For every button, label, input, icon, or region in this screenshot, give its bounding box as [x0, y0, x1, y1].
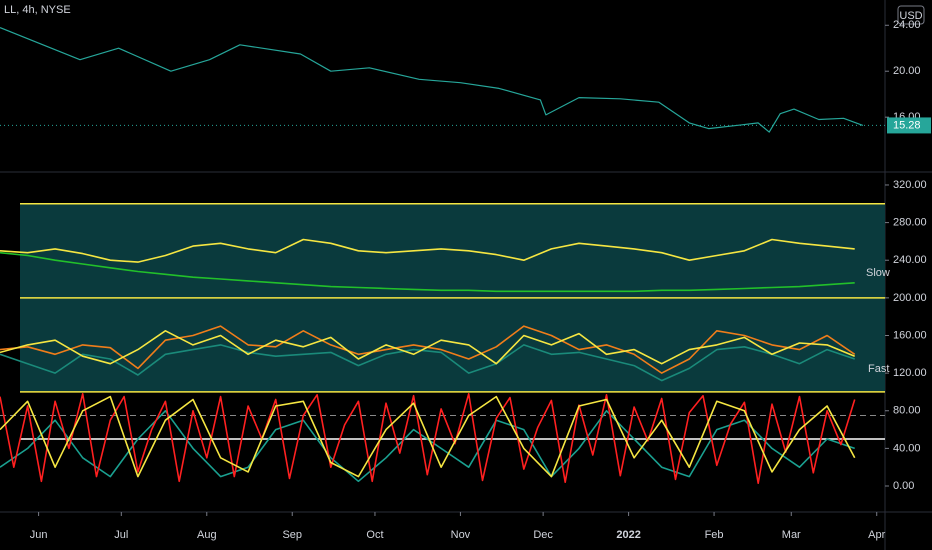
last-price-label: 15.28 — [893, 119, 921, 131]
x-tick-label: Mar — [782, 529, 801, 541]
x-tick-label: Apr — [868, 529, 885, 541]
annotation: Slow — [866, 267, 890, 279]
x-tick-label: Oct — [366, 529, 383, 541]
last-price-box — [887, 117, 931, 134]
currency-box[interactable] — [897, 5, 925, 25]
x-tick-label: Jul — [114, 529, 128, 541]
y-tick-label: 0.00 — [893, 480, 914, 492]
series-line — [0, 238, 855, 263]
x-tick-label: Jun — [30, 529, 48, 541]
series-line — [0, 395, 856, 478]
y-tick-label: 80.00 — [893, 405, 921, 417]
x-tick-label: 2022 — [616, 529, 640, 541]
x-tick-label: Dec — [533, 529, 553, 541]
series-line — [0, 410, 855, 483]
y-tick-label: 120.00 — [893, 367, 927, 379]
x-tick-label: Nov — [451, 529, 471, 541]
currency[interactable]: USD — [899, 10, 922, 22]
series-line — [0, 251, 855, 293]
x-tick-label: Aug — [197, 529, 217, 541]
series-line — [0, 27, 864, 133]
annotation: Fast — [868, 363, 889, 375]
y-tick-label: 20.00 — [893, 65, 921, 77]
x-tick-label: Feb — [705, 529, 724, 541]
series-line — [0, 393, 856, 484]
y-tick-label: 200.00 — [893, 292, 927, 304]
y-tick-label: 280.00 — [893, 217, 927, 229]
series-line — [0, 330, 856, 365]
y-tick-label: 160.00 — [893, 329, 927, 341]
series-line — [0, 344, 855, 382]
y-tick-label: 24.00 — [893, 19, 921, 31]
y-tick-label: 40.00 — [893, 442, 921, 454]
symbol-title: LL, 4h, NYSE — [4, 4, 71, 16]
x-tick-label: Sep — [282, 529, 302, 541]
y-tick-label: 320.00 — [893, 179, 927, 191]
y-tick-label: 240.00 — [893, 254, 927, 266]
